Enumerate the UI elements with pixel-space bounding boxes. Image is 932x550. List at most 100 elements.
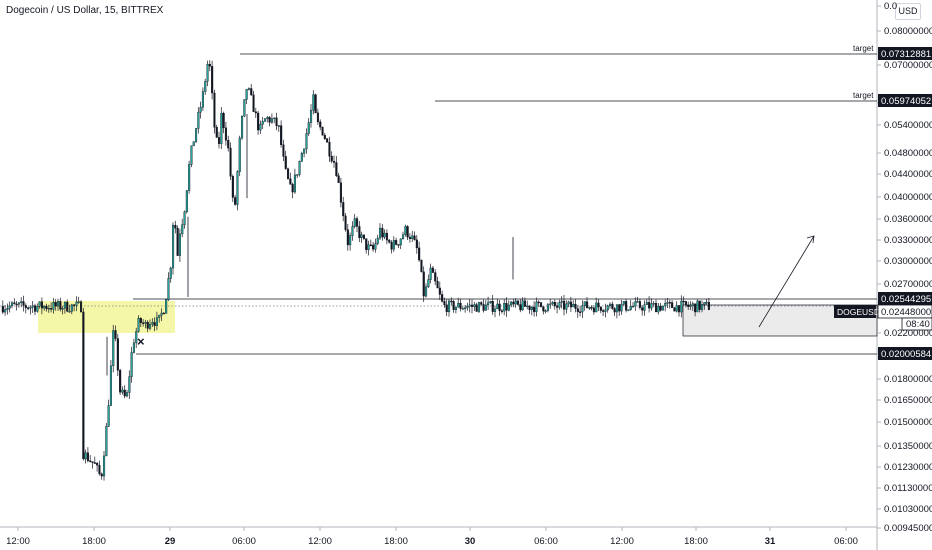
candle-body xyxy=(183,211,186,225)
candle-body xyxy=(342,202,345,217)
last-price-value: 0.02448000 xyxy=(881,307,931,318)
candle-body xyxy=(139,318,142,323)
candle-body xyxy=(121,389,124,393)
target-1-value: 0.07312881 xyxy=(881,49,931,60)
candle-body xyxy=(319,121,322,128)
candle-body xyxy=(581,305,584,313)
candle-body xyxy=(93,462,96,464)
price-tick: 0.03600000 xyxy=(884,214,932,225)
candle-body xyxy=(220,112,223,144)
candle-body xyxy=(569,301,572,308)
candle-body xyxy=(590,307,593,309)
price-axis[interactable]: 0.00.080000000.070000000.060000000.05400… xyxy=(877,1,932,534)
time-axis[interactable]: 12:00 18:00 29 06:00 12:00 18:00 30 06:00 12:00 1… xyxy=(6,527,858,547)
candle-body xyxy=(222,112,225,129)
candle-body xyxy=(215,126,218,138)
candle-body xyxy=(553,302,556,307)
candle-body xyxy=(703,302,706,305)
candle-body xyxy=(314,94,317,114)
candle-body xyxy=(68,311,71,313)
candle-body xyxy=(356,218,359,227)
candle-body xyxy=(528,305,531,310)
candle-body xyxy=(236,171,239,205)
candle-body xyxy=(201,91,205,108)
candle-body xyxy=(698,300,701,310)
candle-body xyxy=(54,302,57,307)
price-tick: 0.02200000 xyxy=(884,328,932,339)
candle-body xyxy=(250,88,253,96)
candle-body xyxy=(574,303,577,309)
candle-body xyxy=(599,306,602,311)
candle-body xyxy=(84,452,87,460)
candle-body xyxy=(300,152,303,162)
candle-body xyxy=(657,305,660,313)
candle-body xyxy=(217,137,221,144)
candle-body xyxy=(52,302,55,310)
candle-body xyxy=(280,125,283,145)
time-tick: 12:00 xyxy=(6,536,30,547)
candle-body xyxy=(337,175,340,183)
candle-body xyxy=(10,302,14,307)
candle-body xyxy=(36,306,39,312)
candle-body xyxy=(6,308,9,310)
candle-body xyxy=(597,302,600,308)
candle-body xyxy=(128,376,131,393)
candle-body xyxy=(678,305,681,313)
candle-body xyxy=(645,302,648,305)
candle-body xyxy=(671,302,674,308)
candle-body xyxy=(381,227,384,238)
candle-body xyxy=(307,122,310,134)
candle-body xyxy=(360,234,363,238)
candle-body xyxy=(661,305,664,311)
candle-body xyxy=(178,233,182,256)
candle-body xyxy=(130,352,133,377)
candle-body xyxy=(296,174,299,176)
candle-body xyxy=(441,294,444,302)
candle-body xyxy=(353,218,356,227)
candle-body xyxy=(687,304,690,307)
candle-body xyxy=(475,304,478,312)
time-tick: 31 xyxy=(765,536,776,547)
candle-body xyxy=(551,302,554,305)
candle-body xyxy=(392,240,395,250)
candle-body xyxy=(376,237,379,244)
candle-body xyxy=(487,302,490,306)
candle-body xyxy=(427,279,430,288)
candle-body xyxy=(298,161,301,175)
candle-body xyxy=(63,301,66,309)
candle-body xyxy=(484,304,487,311)
candle-body xyxy=(641,307,644,311)
candle-body xyxy=(224,127,228,141)
candle-body xyxy=(420,259,423,273)
candle-body xyxy=(379,227,382,239)
candle-body xyxy=(57,301,60,307)
price-tick: 0.00945000 xyxy=(884,523,932,534)
time-tick: 06:00 xyxy=(834,536,858,547)
candle-body xyxy=(505,303,508,311)
time-tick: 30 xyxy=(465,536,476,547)
candle-body xyxy=(404,226,407,235)
candle-body xyxy=(521,300,524,311)
candle-body xyxy=(542,306,545,312)
candle-body xyxy=(454,306,458,311)
symbol-label: DOGEUSD xyxy=(837,307,880,317)
candle-body xyxy=(388,239,391,243)
candle-body xyxy=(588,307,591,309)
price-tick: 0.01650000 xyxy=(884,395,932,406)
candle-body xyxy=(79,301,83,313)
candle-body xyxy=(238,137,241,172)
candle-body xyxy=(399,238,402,246)
candle-body xyxy=(694,303,697,313)
candle-body xyxy=(372,244,375,250)
candle-body xyxy=(119,370,122,393)
candle-body xyxy=(560,300,563,303)
price-tick: 0.08000000 xyxy=(884,26,932,37)
candle-body xyxy=(618,304,621,312)
candle-body xyxy=(418,247,421,261)
candle-body xyxy=(415,239,418,249)
candle-body xyxy=(234,197,237,205)
currency-button[interactable]: USD xyxy=(895,3,921,20)
candle-body xyxy=(15,303,18,306)
candle-body xyxy=(17,302,21,305)
